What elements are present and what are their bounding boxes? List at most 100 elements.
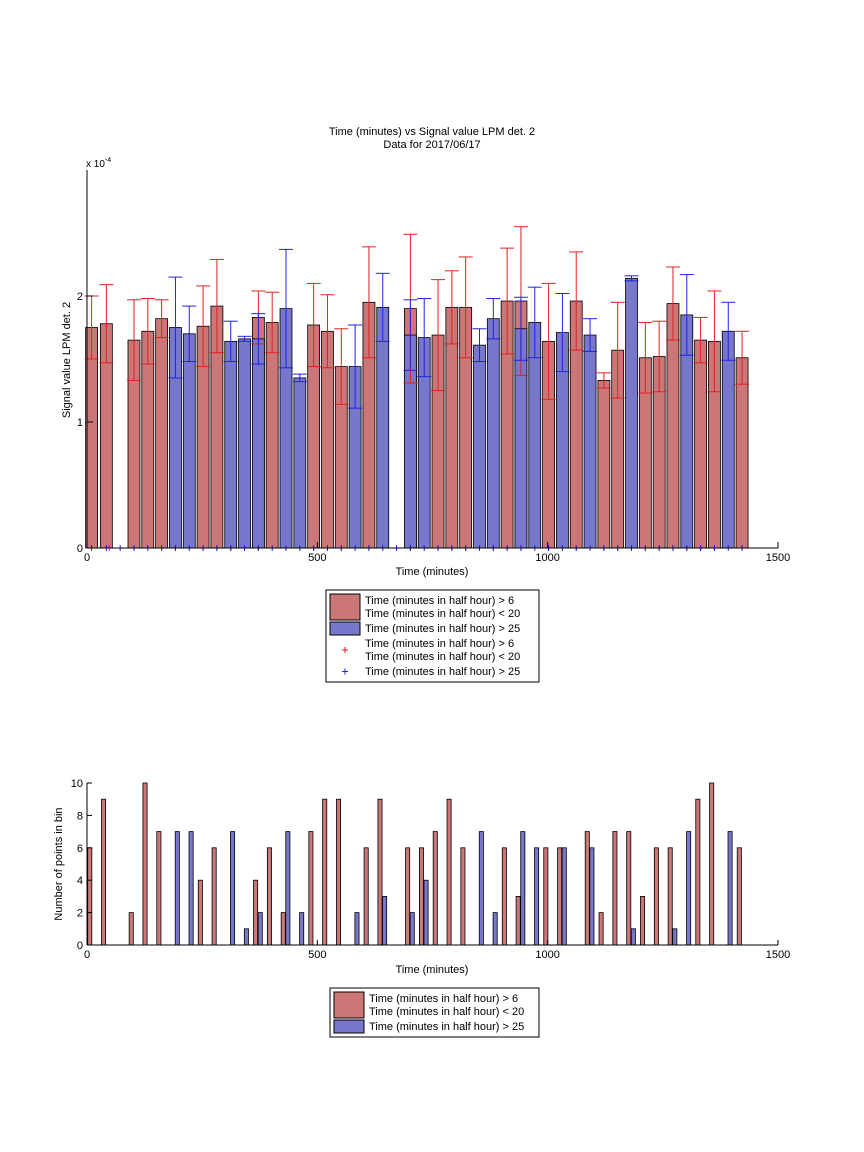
bar (686, 831, 692, 946)
bar (584, 831, 590, 946)
bar (174, 831, 180, 946)
x-axis-label: Time (minutes) (396, 566, 469, 578)
legend-swatch (333, 991, 365, 1019)
bar (630, 928, 636, 946)
bar (280, 912, 286, 946)
axes: 0 500 1000 1500 0 1 2 (77, 170, 790, 564)
bar (534, 847, 540, 946)
bar (501, 847, 507, 946)
bar (721, 330, 735, 549)
bar (253, 879, 259, 946)
bar (156, 831, 162, 946)
bar (735, 357, 749, 549)
bar (211, 847, 217, 946)
signal-chart: Time (minutes) vs Signal value LPM det. … (61, 126, 790, 683)
bar (322, 798, 328, 946)
bar (405, 847, 411, 946)
y-axis-label: Signal value LPM det. 2 (61, 302, 73, 418)
legend-label: Time (minutes in half hour) > 6 (365, 595, 514, 607)
bar (354, 912, 360, 946)
legend-label: Time (minutes in half hour) > 25 (365, 623, 520, 635)
bar (238, 338, 251, 549)
bar (188, 831, 194, 946)
bar (626, 831, 632, 946)
bar (672, 928, 678, 946)
bar (224, 340, 238, 549)
bar (409, 912, 415, 946)
bar (299, 912, 305, 946)
bar (520, 831, 526, 946)
exponent-base: x 10 (86, 159, 105, 170)
bar (695, 798, 701, 946)
bar (336, 798, 341, 946)
bar (87, 847, 93, 946)
legend-label: Time (minutes in half hour) > 6 (365, 638, 514, 650)
legend-label: Time (minutes in half hour) > 25 (369, 1021, 524, 1033)
bars (85, 277, 749, 549)
bar (230, 831, 236, 946)
legend-label: Time (minutes in half hour) > 25 (365, 666, 520, 678)
y-tick-label: 10 (71, 778, 83, 790)
y-tick-label: 2 (77, 908, 83, 920)
x-tick-label: 1000 (535, 949, 559, 961)
x-tick-label: 0 (84, 949, 90, 961)
bar (285, 831, 291, 946)
legend-swatch (329, 593, 361, 621)
y-tick-label: 8 (77, 810, 83, 822)
y-tick-label: 0 (77, 543, 83, 555)
bar (543, 847, 549, 946)
chart-subtitle: Data for 2017/06/17 (383, 139, 480, 151)
bar (515, 896, 521, 946)
bar (197, 879, 203, 946)
bar (640, 896, 646, 946)
bar (478, 831, 484, 946)
bar (128, 912, 134, 946)
legend-label: Time (minutes in half hour) > 6 (369, 993, 518, 1005)
bar (423, 879, 429, 946)
bar (557, 847, 563, 946)
bars (87, 782, 742, 946)
x-tick-label: 500 (308, 552, 326, 564)
bar (694, 339, 707, 549)
exponent-power: -4 (105, 157, 111, 164)
bar (709, 782, 715, 946)
axes: 0 500 1000 1500 0 2 4 6 8 10 (71, 778, 790, 961)
bar (101, 798, 107, 946)
legend-label: Time (minutes in half hour) < 20 (365, 651, 520, 663)
bar (597, 380, 611, 549)
bar (473, 344, 486, 549)
bar (418, 847, 424, 946)
y-tick-label: 6 (77, 843, 83, 855)
bar (492, 912, 498, 946)
bar (736, 847, 742, 946)
bar (155, 318, 169, 549)
legend-label: Time (minutes in half hour) < 20 (365, 608, 520, 620)
legend-box (329, 987, 540, 1038)
x-tick-label: 0 (84, 552, 90, 564)
bar (612, 831, 618, 946)
legend: Time (minutes in half hour) > 6 Time (min… (329, 987, 540, 1038)
x-tick-label: 1500 (766, 552, 790, 564)
bar (446, 798, 452, 946)
bar (266, 847, 272, 946)
bar (625, 277, 638, 549)
legend-swatch (333, 1019, 365, 1034)
bar (182, 333, 196, 549)
bar (382, 896, 388, 946)
y-tick-label: 4 (77, 875, 83, 887)
x-tick-label: 1500 (766, 949, 790, 961)
bar (653, 847, 659, 946)
y-tick-label: 2 (77, 291, 83, 303)
y-exponent-label: x 10-4 (86, 157, 111, 170)
bar (363, 847, 369, 946)
bar (667, 847, 673, 946)
bar (598, 912, 604, 946)
bar (243, 928, 249, 946)
y-tick-label: 1 (77, 417, 83, 429)
bar (727, 831, 733, 946)
y-tick-label: 0 (77, 940, 83, 952)
count-chart: 0 500 1000 1500 0 2 4 6 8 10 Time (minutes) Numbe… (53, 778, 790, 1038)
x-tick-label: 500 (308, 949, 326, 961)
